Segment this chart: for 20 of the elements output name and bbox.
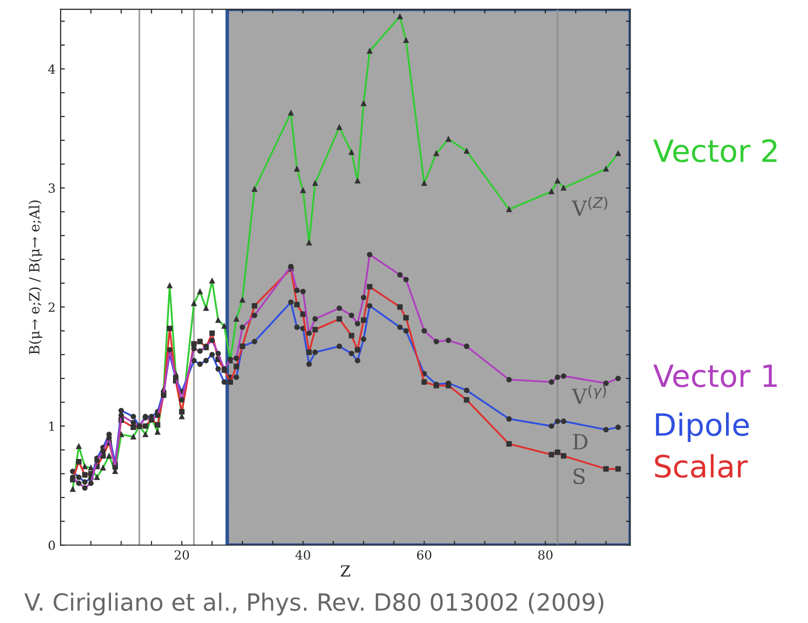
legend-label: Scalar (655, 454, 748, 478)
x-axis-title: Z (340, 565, 350, 576)
y-tick-label: 3 (48, 183, 55, 193)
x-tick-label: 20 (174, 550, 189, 560)
y-tick-label: 1 (49, 422, 54, 431)
annotation: S (574, 468, 585, 484)
text: V. Cirigliano et al., Phys. Rev. D80 013002 (2009) (24, 592, 604, 616)
legend-label: Dipole (656, 412, 749, 442)
y-tick-label: 0 (48, 540, 55, 550)
x-tick-label: 80 (538, 550, 553, 560)
legend-label: Vector 2 (653, 139, 776, 162)
x-tick-label: 40 (295, 550, 310, 560)
x-tick-label: 60 (417, 550, 432, 560)
y-axis-title: B(μ→ e;Z) / B(μ→ e;Al) (28, 200, 42, 354)
y-tick-label: 2 (48, 302, 55, 312)
y-tick-label: 4 (48, 64, 56, 74)
annotation: V$^{(Z)}$ (572, 196, 608, 216)
annotation: V$^{(γ)}$ (572, 384, 606, 404)
legend-label: Vector 1 (653, 364, 777, 388)
annotation: D (573, 434, 588, 450)
